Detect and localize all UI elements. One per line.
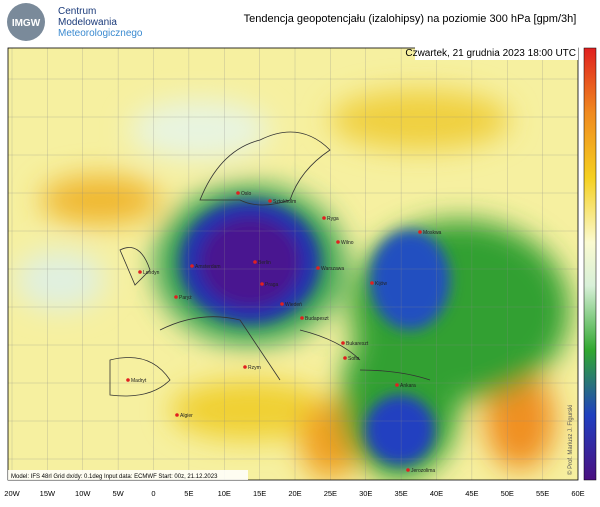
- x-label: 5W: [113, 489, 125, 498]
- x-label: 10E: [218, 489, 231, 498]
- x-label: 10W: [75, 489, 91, 498]
- x-label: 5E: [184, 489, 193, 498]
- x-label: 45E: [465, 489, 478, 498]
- city-label: Sztokholm: [273, 199, 296, 205]
- city-dot: [322, 216, 326, 220]
- city-dot: [395, 383, 399, 387]
- city-label: Madryt: [131, 378, 147, 384]
- org-line: Meteorologicznego: [58, 28, 143, 39]
- city-dot: [341, 341, 345, 345]
- x-label: 20W: [4, 489, 20, 498]
- city-label: Amsterdam: [195, 264, 221, 270]
- city-dot: [260, 282, 264, 286]
- city-label: Kijów: [375, 281, 387, 287]
- city-dot: [300, 316, 304, 320]
- city-label: Bukareszt: [346, 341, 369, 347]
- city-dot: [138, 270, 142, 274]
- x-label: 20E: [288, 489, 301, 498]
- city-label: Ankara: [400, 383, 416, 389]
- date-box: [415, 44, 578, 60]
- city-label: Berlin: [258, 260, 271, 266]
- city-dot: [175, 413, 179, 417]
- org-line: Centrum: [58, 6, 96, 17]
- color-scale: [583, 47, 597, 481]
- city-label: Sofia: [348, 356, 360, 362]
- org-line: Modelowania: [58, 17, 117, 28]
- city-dot: [253, 260, 257, 264]
- x-label: 15W: [40, 489, 56, 498]
- city-label: Budapeszt: [305, 316, 329, 322]
- city-dot: [174, 295, 178, 299]
- city-dot: [236, 191, 240, 195]
- city-label: Paryż: [179, 295, 192, 301]
- field: [8, 48, 578, 480]
- x-label: 40E: [430, 489, 443, 498]
- x-label: 35E: [394, 489, 407, 498]
- x-label: 25E: [324, 489, 337, 498]
- city-dot: [418, 230, 422, 234]
- city-label: Algier: [180, 413, 193, 419]
- x-label: 55E: [536, 489, 549, 498]
- city-label: Warszawa: [321, 266, 344, 272]
- city-label: Londyn: [143, 270, 160, 276]
- x-label: 30E: [359, 489, 372, 498]
- city-label: Wiedeń: [285, 302, 302, 308]
- city-label: Oslo: [241, 191, 252, 197]
- city-dot: [316, 266, 320, 270]
- logo-circle: [7, 3, 45, 41]
- city-dot: [370, 281, 374, 285]
- city-label: Wilno: [341, 240, 354, 246]
- date: Czwartek, 21 grudnia 2023 18:00 UTC: [405, 48, 576, 59]
- x-label: 15E: [253, 489, 266, 498]
- city-dot: [268, 199, 272, 203]
- title: Tendencja geopotencjału (izalohipsy) na …: [244, 13, 577, 25]
- city-dot: [126, 378, 130, 382]
- city-dot: [343, 356, 347, 360]
- footer: Model: IFS 48rl Grid dx/dy: 0.1deg Input…: [11, 474, 218, 480]
- city-dot: [243, 365, 247, 369]
- city-label: Jerozolima: [411, 468, 435, 474]
- city-label: Moskwa: [423, 230, 442, 236]
- city-dot: [280, 302, 284, 306]
- credit: © Prof. Mariusz J. Figurski: [567, 405, 574, 475]
- city-dot: [336, 240, 340, 244]
- x-label: 0: [151, 489, 155, 498]
- city-label: Rzym: [248, 365, 261, 371]
- city-dot: [406, 468, 410, 472]
- city-dot: [190, 264, 194, 268]
- city-label: Ryga: [327, 216, 339, 222]
- x-label: 50E: [501, 489, 514, 498]
- city-label: Praga: [265, 282, 279, 288]
- logo-text: IMGW: [12, 18, 41, 29]
- x-label: 60E: [571, 489, 584, 498]
